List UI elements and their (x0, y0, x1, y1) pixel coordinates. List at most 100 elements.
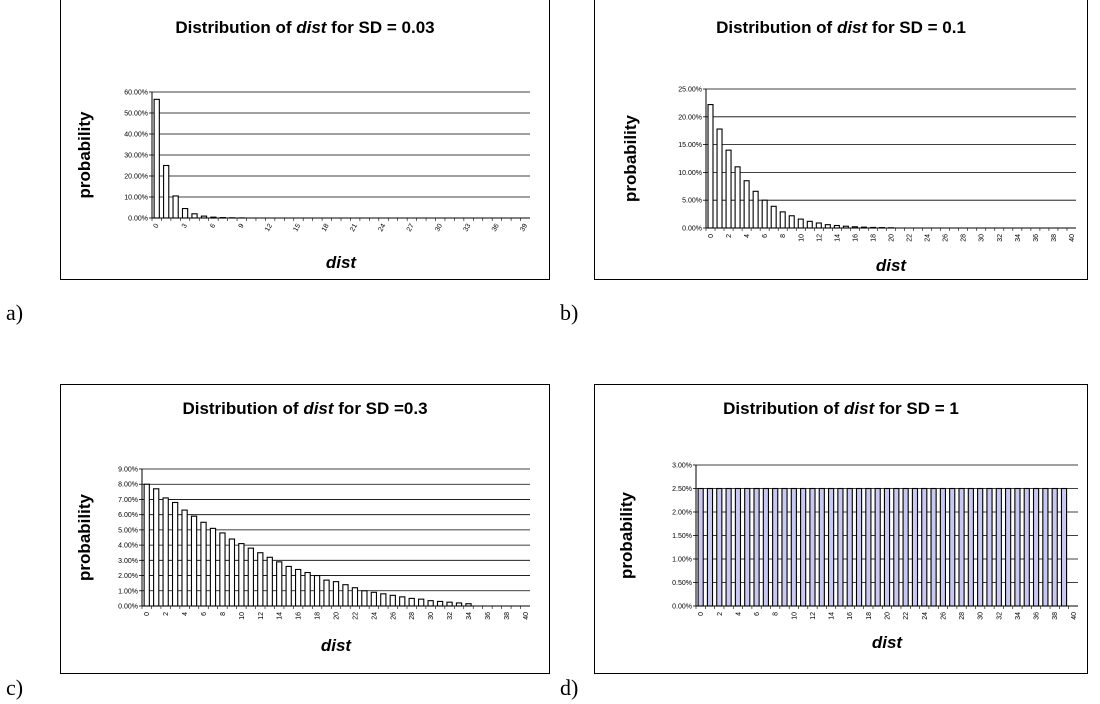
bar-d-5 (744, 487, 751, 607)
bar-d-29 (967, 487, 974, 607)
chart-c-svg: Distribution of dist for SD =0.3 probabil… (60, 384, 550, 674)
bar-d-15 (837, 487, 844, 607)
x-tick-label-b: 8 (780, 234, 787, 238)
x-tick-label-d: 16 (847, 612, 854, 620)
x-tick-label-d: 0 (698, 612, 705, 616)
bar-c-21 (342, 584, 349, 607)
x-tick-label-d: 6 (754, 612, 761, 616)
y-tick-label-a: 40.00% (124, 132, 148, 139)
x-tick-label-b: 2 (726, 234, 733, 238)
y-tick-label-b: 15.00% (678, 142, 702, 149)
bar-d-0 (697, 487, 704, 607)
bar-b-1 (716, 128, 723, 229)
x-tick-label-d: 12 (810, 612, 817, 620)
bar-c-20 (332, 581, 340, 607)
y-tick-label-c: 3.00% (118, 558, 138, 565)
bar-d-34 (1014, 487, 1021, 607)
bar-d-16 (846, 487, 853, 607)
x-tick-label-b: 28 (961, 234, 968, 242)
bar-c-8 (219, 532, 226, 607)
bar-c-28 (408, 597, 415, 607)
bar-c-27 (399, 596, 406, 607)
bar-c-1 (153, 488, 160, 607)
bar-c-32 (446, 601, 453, 607)
x-tick-label-a: 30 (434, 223, 444, 233)
bar-d-14 (827, 487, 835, 607)
x-tick-label-c: 36 (485, 612, 492, 620)
bars-b (707, 104, 895, 229)
panel-label-a: a) (6, 300, 24, 325)
y-tick-label-b: 10.00% (678, 170, 702, 177)
x-tick-label-b: 26 (943, 234, 950, 242)
chart-panel-d: Distribution of dist for SD = 1 probabili… (594, 384, 1088, 674)
bar-d-23 (911, 487, 919, 607)
x-tick-label-d: 18 (866, 612, 873, 620)
x-tick-label-b: 22 (907, 234, 914, 242)
bar-d-32 (995, 487, 1002, 607)
x-tick-label-b: 12 (816, 234, 823, 242)
x-tick-label-c: 10 (239, 612, 246, 620)
y-tick-label-c: 2.00% (118, 573, 138, 580)
chart-a-svg: Distribution of dist for SD = 0.03 probab… (60, 0, 550, 280)
bar-d-27 (949, 487, 956, 607)
bar-c-14 (276, 561, 283, 607)
bar-c-24 (370, 591, 378, 607)
bar-d-30 (977, 487, 984, 607)
y-tick-label-c: 6.00% (118, 512, 138, 519)
bar-a-3 (181, 208, 189, 219)
x-tick-label-b: 24 (925, 234, 932, 242)
x-tick-label-c: 8 (220, 612, 227, 616)
y-axis-label-b: probability (621, 115, 640, 202)
x-tick-label-d: 30 (978, 612, 985, 620)
y-axis-label-a: probability (75, 111, 94, 198)
x-tick-label-d: 32 (996, 612, 1003, 620)
bar-b-5 (752, 190, 759, 229)
x-tick-label-b: 34 (1015, 234, 1022, 242)
y-tick-label-d: 3.00% (672, 463, 692, 470)
bar-d-21 (893, 487, 900, 607)
x-axis-label-c: dist (321, 636, 353, 655)
bar-d-17 (855, 487, 863, 607)
bar-b-16 (851, 226, 858, 229)
bar-c-18 (313, 575, 321, 607)
x-axis-label-d: dist (872, 633, 904, 652)
x-tick-label-b: 18 (870, 234, 877, 242)
y-tick-label-b: 20.00% (678, 114, 702, 121)
x-tick-label-a: 18 (321, 223, 331, 233)
bar-b-9 (788, 215, 795, 229)
chart-b-svg: Distribution of dist for SD = 0.1 probabi… (594, 0, 1088, 280)
x-tick-label-c: 14 (277, 612, 284, 620)
bar-d-22 (902, 487, 909, 607)
bar-b-15 (842, 225, 849, 229)
bar-d-35 (1023, 487, 1030, 607)
bar-b-3 (734, 166, 741, 229)
x-tick-label-b: 40 (1069, 234, 1076, 242)
y-tick-label-b: 5.00% (682, 198, 702, 205)
x-tick-label-c: 32 (447, 612, 454, 620)
bar-d-24 (921, 487, 928, 607)
y-tick-label-c: 5.00% (118, 527, 138, 534)
x-tick-label-b: 32 (997, 234, 1004, 242)
x-tick-label-b: 14 (834, 234, 841, 242)
x-tick-label-a: 27 (406, 223, 416, 233)
x-tick-label-c: 22 (352, 612, 359, 620)
bar-d-11 (800, 487, 807, 607)
bar-d-33 (1005, 487, 1012, 607)
y-tick-label-d: 0.50% (672, 580, 692, 587)
bar-d-26 (939, 487, 947, 607)
x-tick-label-c: 26 (390, 612, 397, 620)
x-tick-label-c: 2 (163, 612, 170, 616)
bars-c (143, 483, 472, 607)
x-tick-label-c: 0 (144, 612, 151, 616)
x-tick-label-d: 26 (940, 612, 947, 620)
bar-a-1 (163, 164, 170, 219)
bar-c-4 (181, 509, 188, 607)
x-tick-label-b: 16 (852, 234, 859, 242)
bar-d-31 (986, 487, 993, 607)
bar-c-19 (323, 579, 330, 607)
chart-panel-a: Distribution of dist for SD = 0.03 probab… (60, 0, 550, 280)
bar-b-10 (797, 218, 804, 229)
y-tick-label-a: 50.00% (124, 111, 148, 118)
x-tick-label-d: 38 (1052, 612, 1059, 620)
x-tick-label-a: 33 (463, 223, 473, 233)
